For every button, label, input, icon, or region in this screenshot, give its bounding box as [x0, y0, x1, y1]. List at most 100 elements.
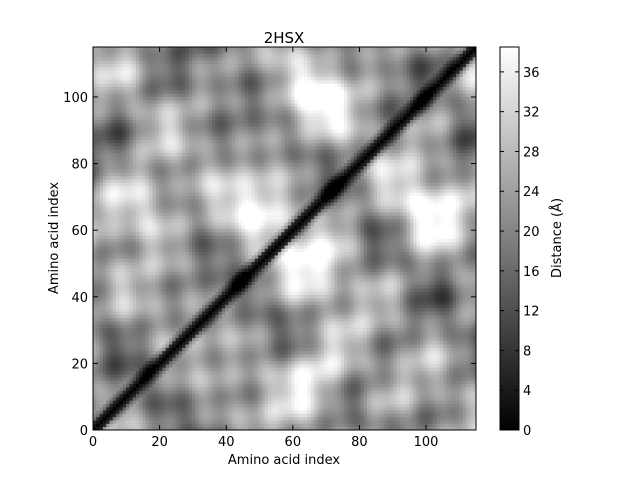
heatmap-cell [205, 327, 209, 332]
heatmap-cell [129, 56, 134, 61]
heatmap-cell [201, 122, 206, 127]
heatmap-cell [112, 149, 117, 154]
heatmap-cell [99, 304, 104, 309]
heatmap-cell [211, 192, 216, 196]
heatmap-cell [198, 311, 203, 315]
heatmap-cell [175, 413, 180, 418]
heatmap-cell [142, 291, 147, 296]
heatmap-cell [221, 393, 226, 398]
heatmap-cell [149, 139, 153, 144]
heatmap-cell [129, 89, 134, 94]
heatmap-cell [215, 321, 219, 325]
heatmap-cell [198, 212, 203, 216]
heatmap-cell [192, 396, 196, 401]
heatmap-cell [149, 53, 153, 58]
heatmap-cell [211, 344, 216, 348]
heatmap-cell [231, 175, 236, 180]
heatmap-cell [221, 139, 226, 144]
heatmap-cell [218, 387, 223, 391]
heatmap-cell [152, 400, 157, 404]
heatmap-cell [175, 390, 180, 395]
heatmap-cell [139, 251, 143, 256]
heatmap-cell [195, 73, 200, 78]
heatmap-cell [218, 360, 223, 365]
heatmap-cell [195, 155, 200, 160]
heatmap-cell [109, 109, 114, 114]
heatmap-cell [198, 228, 203, 233]
heatmap-cell [215, 103, 219, 107]
heatmap-cell [215, 76, 219, 81]
heatmap-cell [122, 307, 127, 312]
heatmap-cell [192, 231, 196, 236]
heatmap-cell [182, 132, 186, 137]
heatmap-cell [205, 142, 209, 147]
heatmap-cell [109, 268, 114, 272]
heatmap-cell [198, 162, 203, 167]
heatmap-cell [149, 248, 153, 253]
heatmap-cell [155, 56, 160, 61]
heatmap-cell [208, 113, 213, 117]
heatmap-cell [228, 188, 233, 193]
heatmap-cell [145, 185, 150, 190]
heatmap-cell [198, 122, 203, 127]
heatmap-cell [96, 93, 100, 97]
heatmap-cell [182, 337, 186, 342]
heatmap-cell [106, 294, 110, 299]
heatmap-cell [172, 330, 176, 335]
heatmap-cell [99, 360, 104, 365]
heatmap-cell [122, 215, 127, 220]
heatmap-cell [126, 93, 130, 97]
heatmap-cell [172, 86, 176, 91]
heatmap-cell [225, 380, 229, 385]
heatmap-cell [231, 159, 236, 163]
heatmap-cell [145, 63, 150, 68]
heatmap-cell [165, 284, 170, 289]
heatmap-cell [208, 155, 213, 160]
heatmap-cell [149, 192, 153, 196]
heatmap-cell [168, 406, 173, 411]
heatmap-cell [211, 403, 216, 408]
heatmap-cell [162, 255, 167, 259]
heatmap-cell [172, 116, 176, 121]
heatmap-cell [201, 165, 206, 170]
heatmap-cell [162, 251, 167, 256]
heatmap-cell [122, 350, 127, 355]
heatmap-cell [106, 350, 110, 355]
heatmap-cell [96, 205, 100, 210]
heatmap-cell [192, 80, 196, 84]
heatmap-cell [218, 271, 223, 276]
heatmap-cell [119, 159, 124, 163]
heatmap-cell [145, 155, 150, 160]
heatmap-cell [126, 113, 130, 117]
heatmap-cell [185, 344, 190, 348]
heatmap-cell [102, 281, 107, 286]
heatmap-cell [165, 106, 170, 111]
heatmap-cell [231, 396, 236, 401]
heatmap-cell [109, 179, 114, 183]
heatmap-cell [198, 423, 203, 428]
heatmap-cell [155, 146, 160, 150]
heatmap-cell [139, 103, 143, 107]
heatmap-cell [162, 179, 167, 183]
heatmap-cell [122, 205, 127, 210]
heatmap-cell [152, 202, 157, 206]
heatmap-cell [162, 195, 167, 200]
heatmap-cell [211, 212, 216, 216]
heatmap-cell [165, 66, 170, 71]
heatmap-cell [211, 251, 216, 256]
heatmap-cell [106, 268, 110, 272]
heatmap-cell [142, 225, 147, 229]
heatmap-cell [119, 291, 124, 296]
heatmap-cell [96, 426, 100, 431]
heatmap-cell [198, 93, 203, 97]
heatmap-cell [135, 255, 140, 259]
heatmap-cell [93, 205, 97, 210]
heatmap-cell [122, 271, 127, 276]
heatmap-cell [182, 307, 186, 312]
heatmap-cell [211, 337, 216, 342]
heatmap-cell [188, 73, 193, 78]
heatmap-cell [145, 255, 150, 259]
heatmap-cell [142, 208, 147, 213]
heatmap-cell [162, 258, 167, 263]
heatmap-cell [168, 281, 173, 286]
